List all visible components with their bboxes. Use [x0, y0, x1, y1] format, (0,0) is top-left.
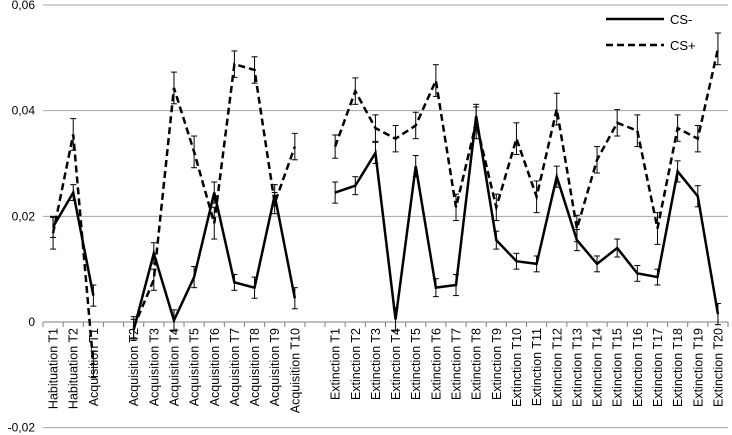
- x-tick-label: Extinction T15: [611, 328, 625, 407]
- y-tick-label: -0,02: [8, 421, 36, 435]
- x-tick-label: Extinction T2: [349, 328, 363, 400]
- x-tick-label: Acquisition T2: [127, 328, 141, 406]
- y-tick-label: 0,06: [12, 0, 36, 12]
- series-line-cs-plus: [333, 48, 720, 229]
- x-tick-label: Acquisition T9: [268, 328, 282, 406]
- x-tick-label: Extinction T16: [631, 328, 645, 407]
- x-tick-label: Extinction T4: [389, 328, 403, 400]
- legend-label-cs-minus: CS-: [670, 12, 692, 27]
- x-tick-label: Acquisition T5: [188, 328, 202, 406]
- x-tick-label: Extinction T10: [510, 328, 524, 407]
- x-tick-label: Acquisition T3: [147, 328, 161, 406]
- x-tick-label: Extinction T1: [329, 328, 343, 400]
- x-tick-label: Acquisition T6: [208, 328, 222, 406]
- y-axis: -0,02 0 0,02 0,04 0,06: [8, 0, 36, 435]
- x-tick-label: Extinction T13: [570, 328, 584, 407]
- x-tick-label: Extinction T20: [711, 328, 725, 407]
- y-tick-label: 0,02: [12, 209, 36, 223]
- x-tick-label: Extinction T9: [490, 328, 504, 400]
- x-tick-label: Extinction T14: [591, 328, 605, 407]
- x-tick-label: Extinction T7: [450, 328, 464, 400]
- x-tick-label: Acquisition T7: [228, 328, 242, 406]
- x-tick-label: Habituation T1: [47, 328, 61, 409]
- x-tick-label: Acquisition T4: [167, 328, 181, 406]
- x-tick-label: Extinction T8: [470, 328, 484, 400]
- x-axis: Habituation T1 Habituation T2 Acquisition …: [42, 321, 729, 413]
- legend: CS- CS+: [606, 12, 696, 53]
- series-lines: [51, 48, 720, 365]
- x-tick-label: Extinction T6: [429, 328, 443, 400]
- series-line-cs-minus: [132, 192, 297, 331]
- x-tick-label: Extinction T11: [530, 328, 544, 406]
- series-line-cs-plus: [132, 62, 297, 328]
- gridlines: [43, 4, 728, 429]
- x-tick-label: Habituation T2: [67, 328, 81, 409]
- y-tick-label: 0,04: [12, 104, 36, 118]
- x-tick-label: Extinction T17: [651, 328, 665, 407]
- x-tick-label: Acquisition T10: [288, 328, 302, 413]
- x-tick-label: Extinction T12: [550, 328, 564, 407]
- x-tick-label: Acquisition T8: [248, 328, 262, 406]
- legend-label-cs-plus: CS+: [670, 38, 696, 53]
- x-tick-label: Extinction T5: [409, 328, 423, 400]
- x-tick-label: Extinction T18: [671, 328, 685, 407]
- x-tick-label: Extinction T19: [691, 328, 705, 407]
- series-line-cs-minus: [334, 115, 720, 320]
- x-tick-label: Extinction T3: [369, 328, 383, 400]
- series-line-cs-plus: [51, 134, 95, 365]
- y-tick-label: 0: [28, 315, 35, 329]
- series-line-cs-minus: [51, 189, 95, 296]
